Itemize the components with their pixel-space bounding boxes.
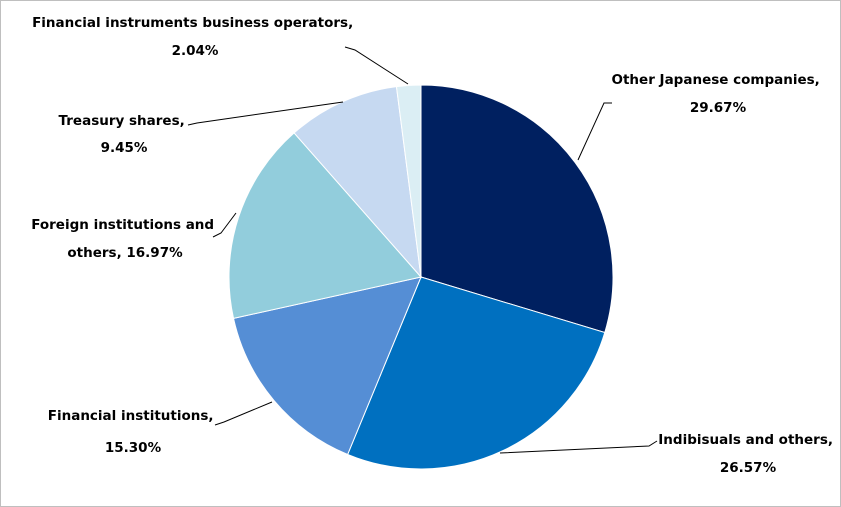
label-other-japanese-companies-line2: 29.67%	[690, 100, 747, 116]
label-individuals-and-others: Indibisuals and others, 26.57%	[658, 432, 837, 476]
label-individuals-and-others-line2: 26.57%	[720, 460, 777, 476]
label-other-japanese-companies: Other Japanese companies, 29.67%	[612, 72, 825, 116]
label-treasury-shares: Treasury shares, 9.45%	[59, 113, 190, 156]
label-financial-institutions-line1: Financial institutions,	[48, 408, 214, 424]
label-financial-instruments-operators: Financial instruments business operators…	[32, 15, 358, 59]
label-financial-instruments-operators-line2: 2.04%	[172, 43, 219, 59]
leader-treasury-shares	[187, 101, 344, 126]
label-other-japanese-companies-line1: Other Japanese companies,	[612, 72, 820, 88]
label-treasury-shares-line2: 9.45%	[101, 140, 148, 156]
pie-slices	[228, 84, 614, 470]
leader-other-japanese-companies	[577, 102, 612, 161]
pie-slice-financial-institutions	[232, 276, 422, 456]
label-foreign-institutions: Foreign institutions and others, 16.97%	[31, 217, 219, 261]
label-financial-institutions: Financial institutions, 15.30%	[48, 408, 219, 456]
leader-individuals-and-others	[499, 440, 658, 454]
slice-labels: Other Japanese companies, 29.67% Indibis…	[31, 15, 837, 476]
label-foreign-institutions-line1: Foreign institutions and	[31, 217, 214, 233]
label-treasury-shares-line1: Treasury shares,	[59, 113, 185, 129]
label-individuals-and-others-line1: Indibisuals and others,	[658, 432, 833, 448]
pie-slice-indibisuals-and-others	[346, 276, 606, 470]
label-foreign-institutions-line2: others, 16.97%	[67, 245, 183, 261]
pie-slice-financial-instruments-business-operators	[395, 84, 422, 278]
label-financial-instruments-operators-line1: Financial instruments business operators…	[32, 15, 353, 31]
leader-foreign-institutions	[212, 212, 237, 238]
leader-lines	[187, 46, 658, 454]
pie-slice-other-japanese-companies	[420, 84, 614, 334]
leader-financial-institutions	[214, 401, 273, 426]
pie-slice-foreign-institutions-and-others	[228, 132, 422, 320]
label-financial-institutions-line2: 15.30%	[105, 440, 162, 456]
leader-financial-instruments-operators	[344, 46, 409, 85]
